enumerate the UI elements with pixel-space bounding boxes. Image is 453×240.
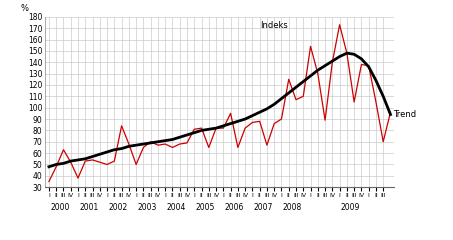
Text: 2007: 2007: [254, 203, 273, 212]
Text: 2005: 2005: [196, 203, 215, 212]
Text: 2001: 2001: [79, 203, 98, 212]
Text: 2000: 2000: [50, 203, 69, 212]
Text: Trend: Trend: [393, 110, 416, 119]
Text: 2004: 2004: [166, 203, 186, 212]
Text: 2003: 2003: [137, 203, 157, 212]
Text: 2002: 2002: [108, 203, 128, 212]
Text: 2009: 2009: [341, 203, 360, 212]
Y-axis label: %: %: [20, 4, 29, 13]
Text: 2008: 2008: [283, 203, 302, 212]
Text: Indeks: Indeks: [260, 21, 287, 30]
Text: 2006: 2006: [225, 203, 244, 212]
